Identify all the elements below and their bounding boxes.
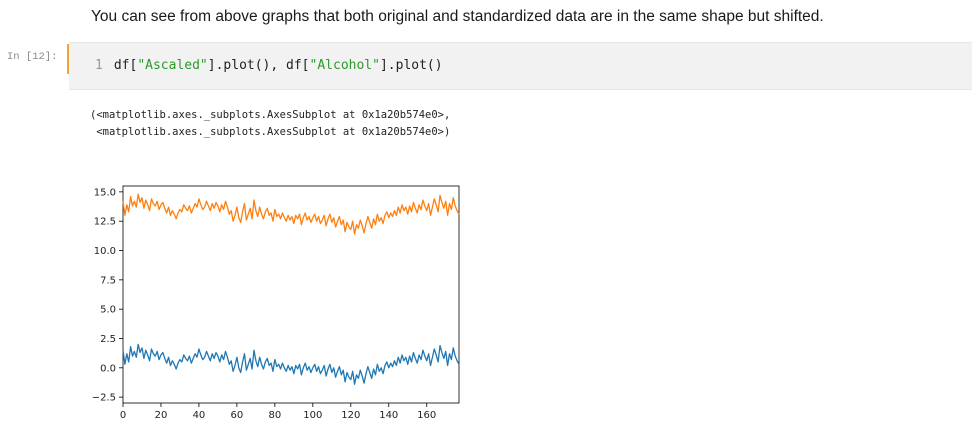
code-token: ].plot(), df[ bbox=[207, 58, 310, 73]
code-string-token: "Alcohol" bbox=[309, 58, 380, 73]
y-tick-label: −2.5 bbox=[92, 393, 116, 404]
y-tick-label: 5.0 bbox=[100, 305, 116, 316]
code-cell[interactable]: In [12]: 1 df["Ascaled"].plot(), df["Alco… bbox=[0, 42, 972, 90]
x-tick-label: 80 bbox=[268, 410, 281, 421]
series-line-ascaled bbox=[122, 343, 460, 385]
y-tick-label: 2.5 bbox=[100, 334, 116, 345]
cell-output-text: (<matplotlib.axes._subplots.AxesSubplot … bbox=[90, 107, 450, 141]
y-tick-label: 12.5 bbox=[94, 217, 116, 228]
line-number: 1 bbox=[95, 58, 103, 73]
y-tick-label: 7.5 bbox=[100, 275, 116, 286]
markdown-text: You can see from above graphs that both … bbox=[91, 8, 824, 25]
y-tick-label: 15.0 bbox=[94, 187, 116, 198]
series-line-alcohol bbox=[122, 193, 460, 235]
y-tick-label: 0.0 bbox=[100, 363, 116, 374]
series-group bbox=[122, 193, 460, 385]
x-tick-label: 120 bbox=[341, 410, 360, 421]
x-tick-label: 60 bbox=[231, 410, 244, 421]
input-prompt: In [12]: bbox=[7, 51, 58, 63]
code-token: ].plot() bbox=[379, 58, 443, 73]
x-tick-label: 40 bbox=[193, 410, 206, 421]
code-string-token: "Ascaled" bbox=[137, 58, 208, 73]
y-axis: −2.5 0.0 2.5 5.0 7.5 10.0 12.5 15.0 bbox=[92, 187, 123, 404]
x-tick-label: 160 bbox=[417, 410, 436, 421]
code-token: df[ bbox=[113, 58, 138, 73]
x-tick-label: 20 bbox=[155, 410, 168, 421]
axes-frame bbox=[122, 185, 460, 404]
output-line: (<matplotlib.axes._subplots.AxesSubplot … bbox=[90, 109, 451, 121]
x-tick-label: 0 bbox=[120, 410, 126, 421]
y-tick-label: 10.0 bbox=[94, 246, 116, 257]
cell-selection-bar bbox=[67, 44, 69, 74]
x-tick-label: 140 bbox=[379, 410, 398, 421]
x-tick-label: 100 bbox=[303, 410, 322, 421]
code-line[interactable]: 1 df["Ascaled"].plot(), df["Alcohol"].plo… bbox=[95, 58, 443, 73]
x-axis: 0 20 40 60 80 100 120 140 160 bbox=[120, 403, 436, 421]
output-line: <matplotlib.axes._subplots.AxesSubplot a… bbox=[90, 126, 451, 138]
code-input-area[interactable]: 1 df["Ascaled"].plot(), df["Alcohol"].plo… bbox=[69, 42, 972, 90]
